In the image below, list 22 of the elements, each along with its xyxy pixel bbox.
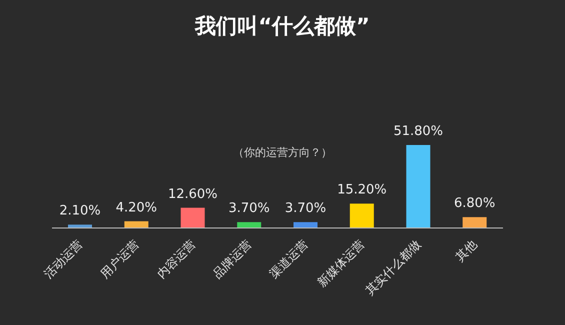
x-tick-label: 品牌运营 (210, 237, 254, 281)
x-tick-label: 活动运营 (41, 237, 86, 281)
bar (406, 145, 430, 228)
bar (237, 222, 262, 228)
data-label: 6.80% (454, 196, 496, 212)
data-label: 2.10% (59, 204, 101, 219)
bar (294, 222, 318, 228)
data-label: 4.20% (116, 200, 158, 216)
x-tick-label: 内容运营 (154, 237, 198, 281)
x-tick-label: 其他 (452, 237, 480, 264)
data-label: 15.20% (337, 182, 387, 198)
x-tick-label: 用户运营 (98, 237, 142, 281)
data-label: 3.70% (228, 201, 270, 216)
bar (350, 204, 374, 228)
annotation: （你的运营方向？） (232, 145, 333, 160)
bar (462, 217, 487, 228)
data-label: 3.70% (284, 201, 326, 216)
bar (180, 208, 205, 228)
data-label: 12.60% (168, 186, 218, 202)
x-tick-label: 渠道运营 (266, 237, 311, 281)
chart-title: 我们叫“什么都做” (194, 13, 371, 40)
data-label: 51.80% (393, 124, 444, 139)
